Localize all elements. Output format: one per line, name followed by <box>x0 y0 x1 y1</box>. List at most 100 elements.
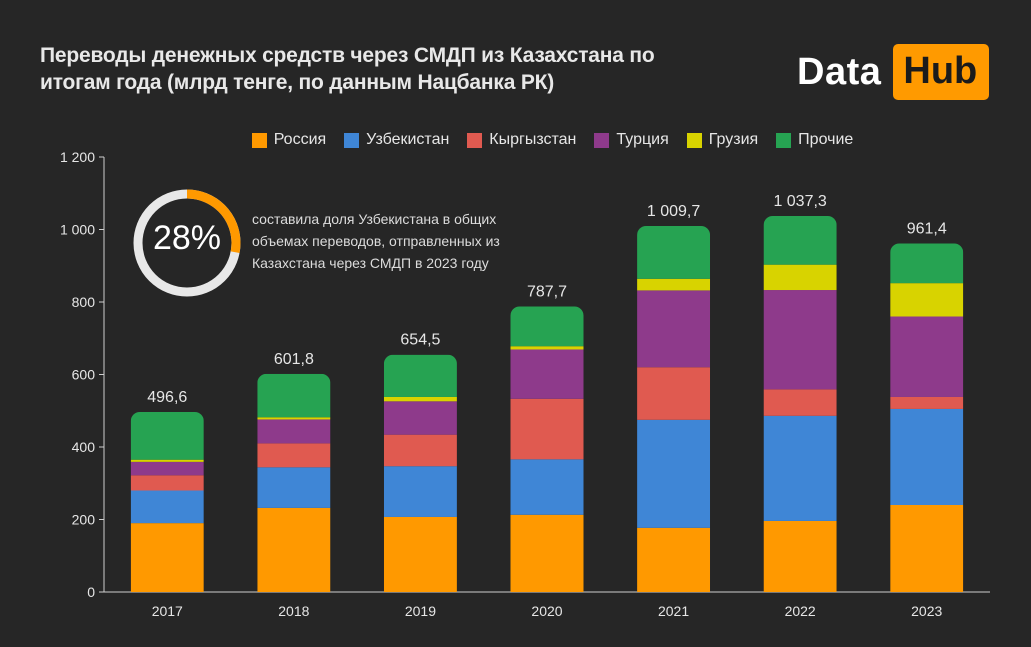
y-tick-label: 200 <box>72 512 96 528</box>
bar-segment-kyrgyzstan-2019 <box>383 434 457 467</box>
legend-label: Турция <box>616 131 669 148</box>
total-label-2018: 601,8 <box>274 351 314 368</box>
bar-segment-other-2020 <box>510 306 584 347</box>
bar-segment-russia-2023 <box>890 505 964 592</box>
bar-segment-uzbekistan-2017 <box>130 490 204 524</box>
y-tick-label: 400 <box>72 439 96 455</box>
bar-stack-2022 <box>763 215 837 592</box>
legend-item-georgia: Грузия <box>686 131 759 149</box>
x-tick-label-2017: 2017 <box>152 603 183 619</box>
legend-item-other: Прочие <box>776 131 853 149</box>
legend-swatch <box>251 132 267 148</box>
legend-item-uzbekistan: Узбекистан <box>344 131 449 149</box>
bar-segment-russia-2019 <box>383 516 457 592</box>
bar-segment-kyrgyzstan-2022 <box>763 389 837 416</box>
x-tick-label-2022: 2022 <box>785 603 816 619</box>
legend-item-russia: Россия <box>251 131 327 149</box>
bar-segment-turkey-2018 <box>257 419 331 444</box>
bar-segment-turkey-2019 <box>383 401 457 435</box>
chart-title: Переводы денежных средств через СМДП из … <box>40 44 655 94</box>
chart-bars <box>130 215 964 592</box>
bar-segment-other-2019 <box>383 354 457 397</box>
legend-swatch <box>686 132 702 148</box>
bar-stack-2017 <box>130 411 204 592</box>
bar-segment-turkey-2022 <box>763 290 837 390</box>
bar-segment-turkey-2023 <box>890 316 964 397</box>
legend-label: Кыргызстан <box>489 131 577 148</box>
legend-swatch <box>467 132 483 148</box>
bar-stack-2021 <box>637 225 711 592</box>
bar-segment-russia-2021 <box>637 527 711 592</box>
callout-text: составила доля Узбекистана в общих объем… <box>252 211 500 271</box>
datahub-logo: Data Hub <box>797 44 990 100</box>
bar-segment-turkey-2021 <box>637 290 711 368</box>
bar-segment-kyrgyzstan-2020 <box>510 398 584 460</box>
y-tick-label: 800 <box>72 294 96 310</box>
logo-hub-text: Hub <box>893 44 990 100</box>
ring-fill <box>186 189 241 254</box>
x-tick-label-2023: 2023 <box>911 603 942 619</box>
bar-segment-uzbekistan-2021 <box>637 419 711 528</box>
legend-item-kyrgyzstan: Кыргызстан <box>467 131 576 149</box>
y-tick-label: 1 000 <box>60 222 95 238</box>
logo-data-text: Data <box>797 50 882 93</box>
bar-stack-2018 <box>257 373 331 592</box>
bar-segment-georgia-2018 <box>257 417 331 420</box>
bar-segment-uzbekistan-2023 <box>890 408 964 505</box>
legend-swatch <box>344 132 360 148</box>
bar-segment-other-2023 <box>890 243 964 284</box>
bar-segment-other-2018 <box>257 373 331 418</box>
bar-segment-russia-2022 <box>763 520 837 592</box>
bar-segment-turkey-2020 <box>510 349 584 399</box>
bar-segment-turkey-2017 <box>130 461 204 476</box>
bar-segment-georgia-2019 <box>383 396 457 402</box>
bar-segment-other-2022 <box>763 215 837 265</box>
callout-percent: 28% <box>152 219 222 257</box>
legend-swatch <box>594 132 610 148</box>
x-tick-label-2021: 2021 <box>658 603 689 619</box>
total-label-2017: 496,6 <box>147 389 187 406</box>
total-label-2019: 654,5 <box>400 332 440 349</box>
bar-segment-georgia-2022 <box>763 264 837 291</box>
legend-label: Узбекистан <box>366 131 450 148</box>
bar-segment-russia-2017 <box>130 523 204 592</box>
bar-stack-2023 <box>890 243 964 592</box>
total-label-2023: 961,4 <box>907 220 947 237</box>
legend-item-turkey: Турция <box>594 131 669 149</box>
bar-segment-uzbekistan-2018 <box>257 467 331 508</box>
bar-segment-kyrgyzstan-2021 <box>637 367 711 420</box>
share-ring-gauge <box>133 189 241 297</box>
chart-legend: Россия Узбекистан Кыргызстан Турция Грузия Пр… <box>0 131 1031 149</box>
legend-label: Россия <box>273 131 327 148</box>
legend-label: Грузия <box>708 131 759 148</box>
bar-segment-georgia-2017 <box>130 459 204 462</box>
y-tick-label: 1 200 <box>60 149 95 165</box>
bar-segment-georgia-2021 <box>637 278 711 291</box>
chart-labels: 496,6 2017 601,8 2018 654,5 2019 787,7 2020 1 00… <box>147 193 947 619</box>
bar-segment-russia-2018 <box>257 507 331 592</box>
bar-segment-russia-2020 <box>510 514 584 592</box>
bar-stack-2020 <box>510 306 584 592</box>
bar-segment-other-2021 <box>637 225 711 279</box>
total-label-2022: 1 037,3 <box>773 193 826 210</box>
total-label-2020: 787,7 <box>527 283 567 300</box>
bar-segment-kyrgyzstan-2017 <box>130 475 204 491</box>
x-tick-label-2018: 2018 <box>278 603 309 619</box>
legend-label: Прочие <box>798 131 854 148</box>
bar-segment-other-2017 <box>130 411 204 460</box>
y-tick-label: 0 <box>87 584 95 600</box>
x-tick-label-2019: 2019 <box>405 603 436 619</box>
y-tick-label: 600 <box>72 367 96 383</box>
bar-segment-kyrgyzstan-2018 <box>257 443 331 468</box>
bar-segment-uzbekistan-2020 <box>510 459 584 515</box>
bar-segment-georgia-2023 <box>890 283 964 317</box>
bar-segment-uzbekistan-2019 <box>383 466 457 517</box>
bar-segment-uzbekistan-2022 <box>763 415 837 521</box>
bar-segment-kyrgyzstan-2023 <box>890 396 964 409</box>
x-tick-label-2020: 2020 <box>531 603 562 619</box>
bar-segment-georgia-2020 <box>510 346 584 350</box>
legend-swatch <box>776 132 792 148</box>
total-label-2021: 1 009,7 <box>647 203 700 220</box>
chart-axes: 0 200 400 600 800 1 000 1 200 <box>60 149 990 600</box>
